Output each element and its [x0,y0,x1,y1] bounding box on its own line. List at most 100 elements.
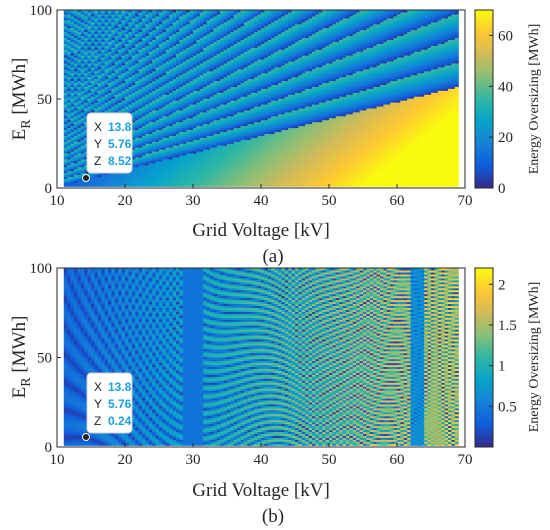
heatmap-cell [87,21,92,25]
heatmap-cell [74,55,78,58]
heatmap-cell [63,80,68,84]
heatmap-cell [80,68,85,72]
heatmap-cell [104,182,109,185]
heatmap-cell [84,92,89,95]
heatmap-cell [94,43,99,46]
heatmap-cell [97,23,102,27]
heatmap-cell [108,82,112,86]
heatmap-cell [70,13,75,17]
heatmap-cell [80,137,85,140]
heatmap-cell [67,121,72,125]
heatmap-cell [91,39,95,42]
heatmap-cell [67,182,72,185]
heatmap-cell [91,66,95,70]
heatmap-cell [104,27,109,31]
heatmap-cell [70,51,75,54]
heatmap-cell [94,58,99,62]
heatmap-cell [108,92,112,95]
heatmap-cell [114,60,119,64]
heatmap-cell [101,29,106,33]
heatmap-cell [63,160,68,164]
heatmap-cell [94,56,99,60]
heatmap-cell [91,109,95,113]
heatmap-cell [87,174,92,178]
heatmap-cell [104,56,109,60]
heatmap-cell [114,86,119,89]
heatmap-cell [91,47,95,50]
heatmap-cell [104,51,109,54]
heatmap-cell [87,184,92,187]
heatmap-cell [94,64,99,68]
heatmap-cell [63,184,68,187]
heatmap-cell [80,170,85,174]
heatmap-cell [74,103,78,107]
heatmap-cell [108,13,112,17]
heatmap-cell [80,70,85,74]
heatmap-cell [63,27,68,31]
heatmap-cell [97,35,102,39]
heatmap-cell [101,86,106,89]
heatmap-cell [104,172,109,176]
heatmap-cell [94,55,99,58]
heatmap-cell [97,70,102,74]
heatmap-cell [114,96,119,99]
heatmap-cell [87,10,92,13]
heatmap-cell [74,23,78,27]
heatmap-cell [111,109,116,113]
heatmap-cell [63,158,68,162]
heatmap-cell [77,86,82,89]
heatmap-cell [101,78,106,82]
heatmap-cell [101,27,106,31]
heatmap-cell [84,19,89,23]
heatmap-cell [91,98,95,101]
heatmap-cell [108,51,112,54]
heatmap-cell [67,102,72,105]
heatmap-cell [67,68,72,72]
heatmap-cell [80,39,85,42]
heatmap-cell [84,72,89,76]
heatmap-cell [111,41,116,44]
heatmap-cell [74,100,78,103]
heatmap-cell [104,29,109,33]
heatmap-cell [74,70,78,74]
heatmap-cell [111,76,116,80]
heatmap-cell [108,60,112,64]
heatmap-cell [67,160,72,164]
heatmap-cell [77,164,82,168]
heatmap-cell [63,84,68,87]
heatmap-cell [67,17,72,21]
heatmap-cell [67,105,72,109]
heatmap-cell [84,53,89,56]
heatmap-cell [67,96,72,99]
heatmap-cell [91,74,95,78]
heatmap-cell [67,43,72,46]
heatmap-cell [97,174,102,178]
heatmap-cell [104,174,109,178]
heatmap-cell [94,29,99,33]
heatmap-cell [67,19,72,23]
heatmap-cell [74,78,78,82]
heatmap-cell [111,11,116,15]
heatmap-cell [80,149,85,152]
heatmap-cell [84,11,89,15]
heatmap-cell [67,23,72,27]
heatmap-cell [70,60,75,64]
heatmap-cell [74,166,78,170]
heatmap-cell [111,174,116,178]
heatmap-cell [74,56,78,60]
heatmap-cell [77,60,82,64]
heatmap-cell [104,103,109,107]
heatmap-cell [84,47,89,50]
heatmap-cell [91,102,95,105]
heatmap-cell [67,178,72,181]
heatmap-cell [70,123,75,127]
heatmap-cell [77,180,82,183]
heatmap-cell [80,35,85,39]
heatmap-cell [101,94,106,97]
heatmap-cell [97,86,102,89]
heatmap-cell [67,168,72,172]
heatmap-cell [74,11,78,15]
heatmap-cell [108,35,112,39]
heatmap-cell [63,121,68,125]
heatmap-cell [101,100,106,103]
